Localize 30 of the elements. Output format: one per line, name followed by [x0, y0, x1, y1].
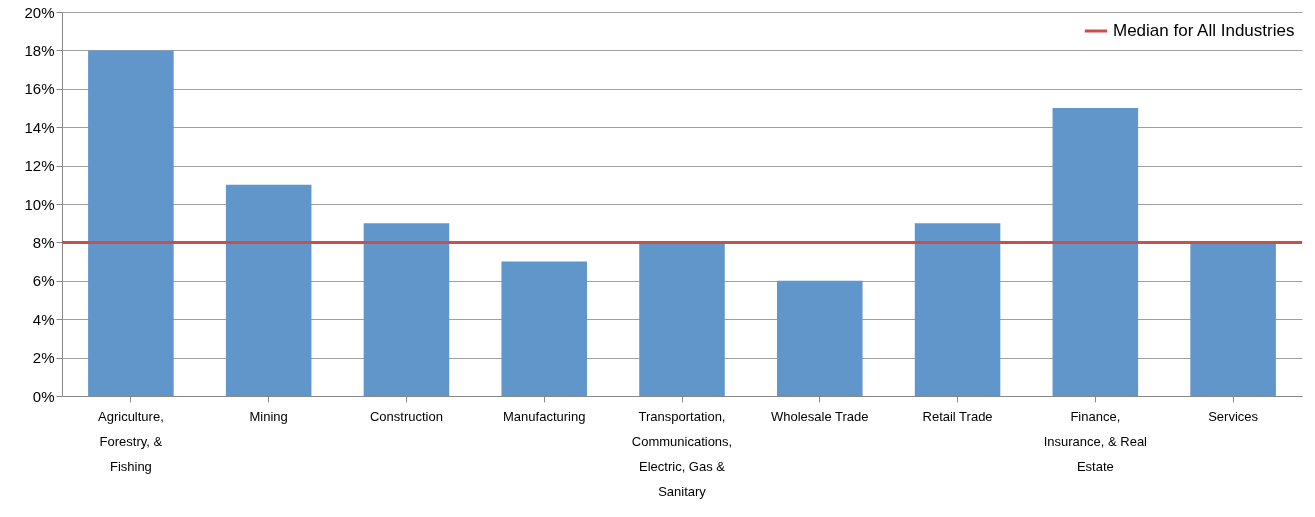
bar [1190, 242, 1276, 396]
bar [1052, 108, 1139, 396]
bar [363, 223, 450, 396]
x-tick-label: Manufacturing [503, 408, 586, 424]
x-tick-label: Services [1208, 408, 1259, 424]
bar [88, 50, 174, 396]
y-tick-label: 18% [24, 41, 55, 59]
x-tick-label: Wholesale Trade [771, 408, 869, 424]
bar [225, 184, 312, 396]
legend-label: Median for All Industries [1113, 21, 1295, 40]
y-tick-label: 8% [32, 233, 55, 251]
bar [639, 242, 725, 396]
x-tick-label: Agriculture, Forestry, & Fishing [98, 408, 164, 474]
x-tick-label: Finance, Insurance, & Real Estate [1043, 408, 1148, 474]
x-tick-label: Retail Trade [922, 408, 993, 424]
y-tick-label: 10% [24, 195, 55, 213]
x-tick-label: Transportation, Communications, Electric, Gas & Sanitary [631, 408, 733, 499]
y-tick-label: 0% [32, 387, 55, 405]
y-tick-label: 4% [32, 310, 55, 328]
y-tick-label: 12% [24, 157, 55, 175]
bar [914, 223, 1001, 396]
y-tick-label: 2% [32, 349, 55, 367]
y-tick-label: 14% [24, 118, 55, 136]
y-tick-label: 20% [24, 3, 55, 21]
bar [777, 280, 863, 396]
y-tick-label: 16% [24, 80, 55, 98]
y-tick-label: 6% [32, 272, 55, 290]
bar [501, 261, 587, 396]
x-tick-label: Mining [249, 408, 288, 424]
x-tick-label: Construction [369, 408, 443, 424]
